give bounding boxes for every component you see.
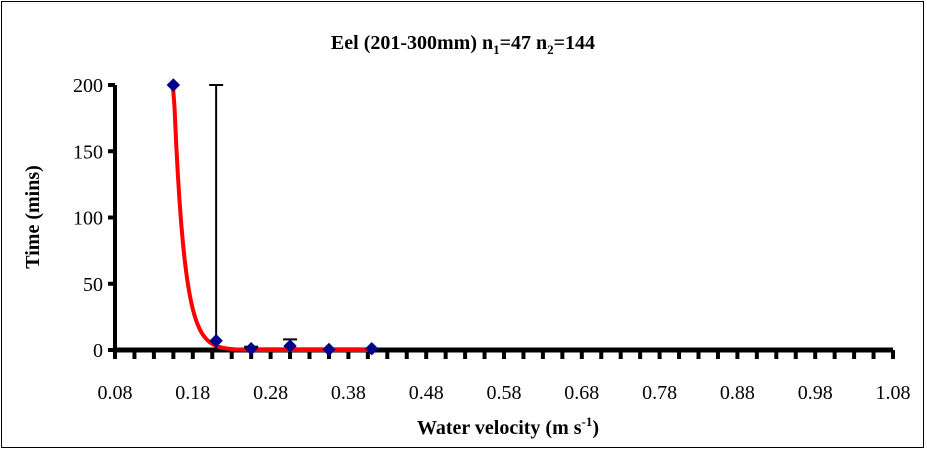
x-tick-label-8: 0.88: [720, 382, 755, 404]
x-axis-label-main: Water velocity (m s: [417, 417, 582, 439]
y-tick-label-3: 150: [73, 141, 103, 163]
chart-title-suffix: =144: [554, 32, 595, 54]
x-tick-label-6: 0.68: [564, 382, 599, 404]
y-axis-label: Time (mins): [22, 165, 44, 269]
x-tick-label-4: 0.48: [409, 382, 444, 404]
chart-title-sub2: 2: [547, 42, 554, 57]
x-axis-label: Water velocity (m s-1): [417, 414, 599, 439]
x-tick-label-0: 0.08: [98, 382, 133, 404]
chart-title-mid: =47 n: [500, 32, 548, 54]
x-tick-label-2: 0.28: [253, 382, 288, 404]
y-tick-label-4: 200: [73, 75, 103, 97]
data-point-2: [244, 341, 258, 356]
x-tick-label-10: 1.08: [876, 382, 911, 404]
x-tick-label-7: 0.78: [642, 382, 677, 404]
fit-curve: [167, 83, 374, 352]
chart-title: Eel (201-300mm) n1=47 n2=144: [331, 32, 595, 57]
chart-title-prefix: Eel (201-300mm) n: [331, 32, 493, 54]
y-tick-label-2: 100: [73, 208, 103, 230]
x-tick-label-3: 0.38: [331, 382, 366, 404]
x-axis-label-sup: -1: [582, 414, 593, 429]
chart-title-sub1: 1: [493, 42, 500, 57]
data-point-0: [166, 78, 181, 92]
y-tick-label-0: 0: [93, 340, 103, 362]
data-point-4: [322, 342, 336, 357]
x-tick-label-9: 0.98: [798, 382, 833, 404]
x-tick-label-5: 0.58: [487, 382, 522, 404]
data-point-3: [283, 339, 297, 353]
data-point-5: [365, 341, 379, 356]
data-point-1: [209, 334, 223, 348]
x-axis-label-close: ): [592, 417, 599, 439]
x-tick-label-1: 0.18: [175, 382, 210, 404]
plot-area: 0 50 100 150 200 0.08 0.18 0.28 0.38 0.48 0.58 0.68…: [73, 75, 911, 404]
y-tick-label-1: 50: [83, 274, 103, 296]
